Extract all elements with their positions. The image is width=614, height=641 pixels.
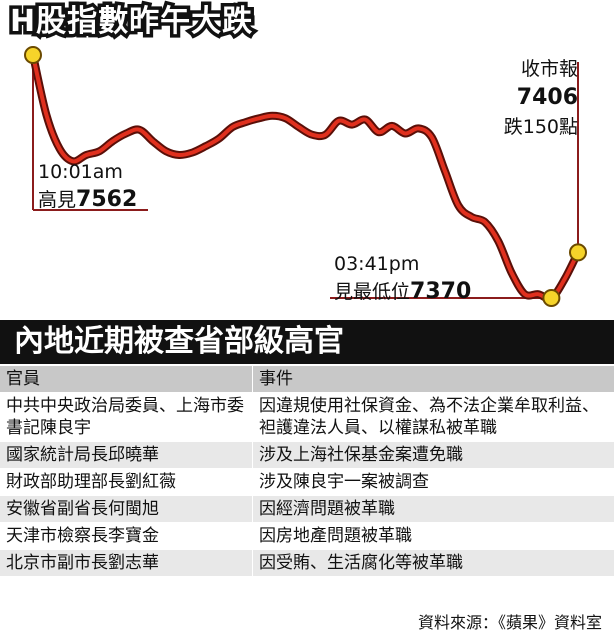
official-cell: 北京市副市長劉志華 [0,549,253,577]
official-cell: 財政部助理部長劉紅薇 [0,468,253,496]
header-event: 事件 [252,366,614,393]
table-row: 國家統計局長邱曉華 涉及上海社保基金案遭免職 [0,441,614,469]
event-cell: 因房地產問題被革職 [252,522,614,550]
event-cell: 因受賄、生活腐化等被革職 [252,549,614,577]
table-row: 財政部助理部長劉紅薇 涉及陳良宇一案被調查 [0,468,614,496]
low-point-marker [542,289,561,307]
low-value: 7370 [410,279,472,304]
series-line [31,53,580,301]
close-value: 7406 [516,85,578,110]
chart-title: H股指數昨午大跌 [6,1,255,43]
official-cell: 天津市檢察長李寶金 [0,522,253,550]
high-label-text: 高見 [38,189,77,211]
low-label-text: 見最低位 [334,281,411,303]
table-row: 天津市檢察長李寶金 因房地產問題被革職 [0,522,614,550]
high-value: 7562 [76,187,138,212]
table-row: 中共中央政治局委員、上海市委書記陳良宇 因違規使用社保資金、為不法企業牟取利益、袒… [0,392,614,442]
official-cell: 國家統計局長邱曉華 [0,441,253,469]
official-cell: 中共中央政治局委員、上海市委書記陳良宇 [0,392,253,442]
close-change: 跌150點 [503,116,578,138]
event-cell: 涉及上海社保基金案遭免職 [252,441,614,469]
line-chart [24,46,587,307]
event-cell: 因違規使用社保資金、為不法企業牟取利益、袒護違法人員、以權謀私被革職 [252,392,614,442]
title-bar: H股指數昨午大跌 [0,0,614,44]
low-label: 見最低位7370 [334,280,471,304]
section-bar: 內地近期被查省部級高官 [0,320,614,364]
table-header-row: 官員 事件 [0,366,614,393]
high-point-marker [24,46,42,64]
table-row: 安徽省副省長何閩旭 因經濟問題被革職 [0,495,614,523]
official-cell: 安徽省副省長何閩旭 [0,495,253,523]
source-note: 資料來源：《蘋果》資料室 [417,613,602,632]
officials-table: 官員 事件 中共中央政治局委員、上海市委書記陳良宇 因違規使用社保資金、為不法企業… [0,366,614,577]
close-label: 收市報 [520,58,578,80]
event-cell: 涉及陳良宇一案被調查 [252,468,614,496]
low-time-label: 03:41pm [334,253,420,275]
section-title: 內地近期被查省部級高官 [14,324,344,359]
high-time-label: 10:01am [38,161,123,183]
table-row: 北京市副市長劉志華 因受賄、生活腐化等被革職 [0,549,614,577]
event-cell: 因經濟問題被革職 [252,495,614,523]
high-label: 高見7562 [38,188,137,212]
close-point-marker [569,243,587,262]
header-official: 官員 [0,366,253,393]
